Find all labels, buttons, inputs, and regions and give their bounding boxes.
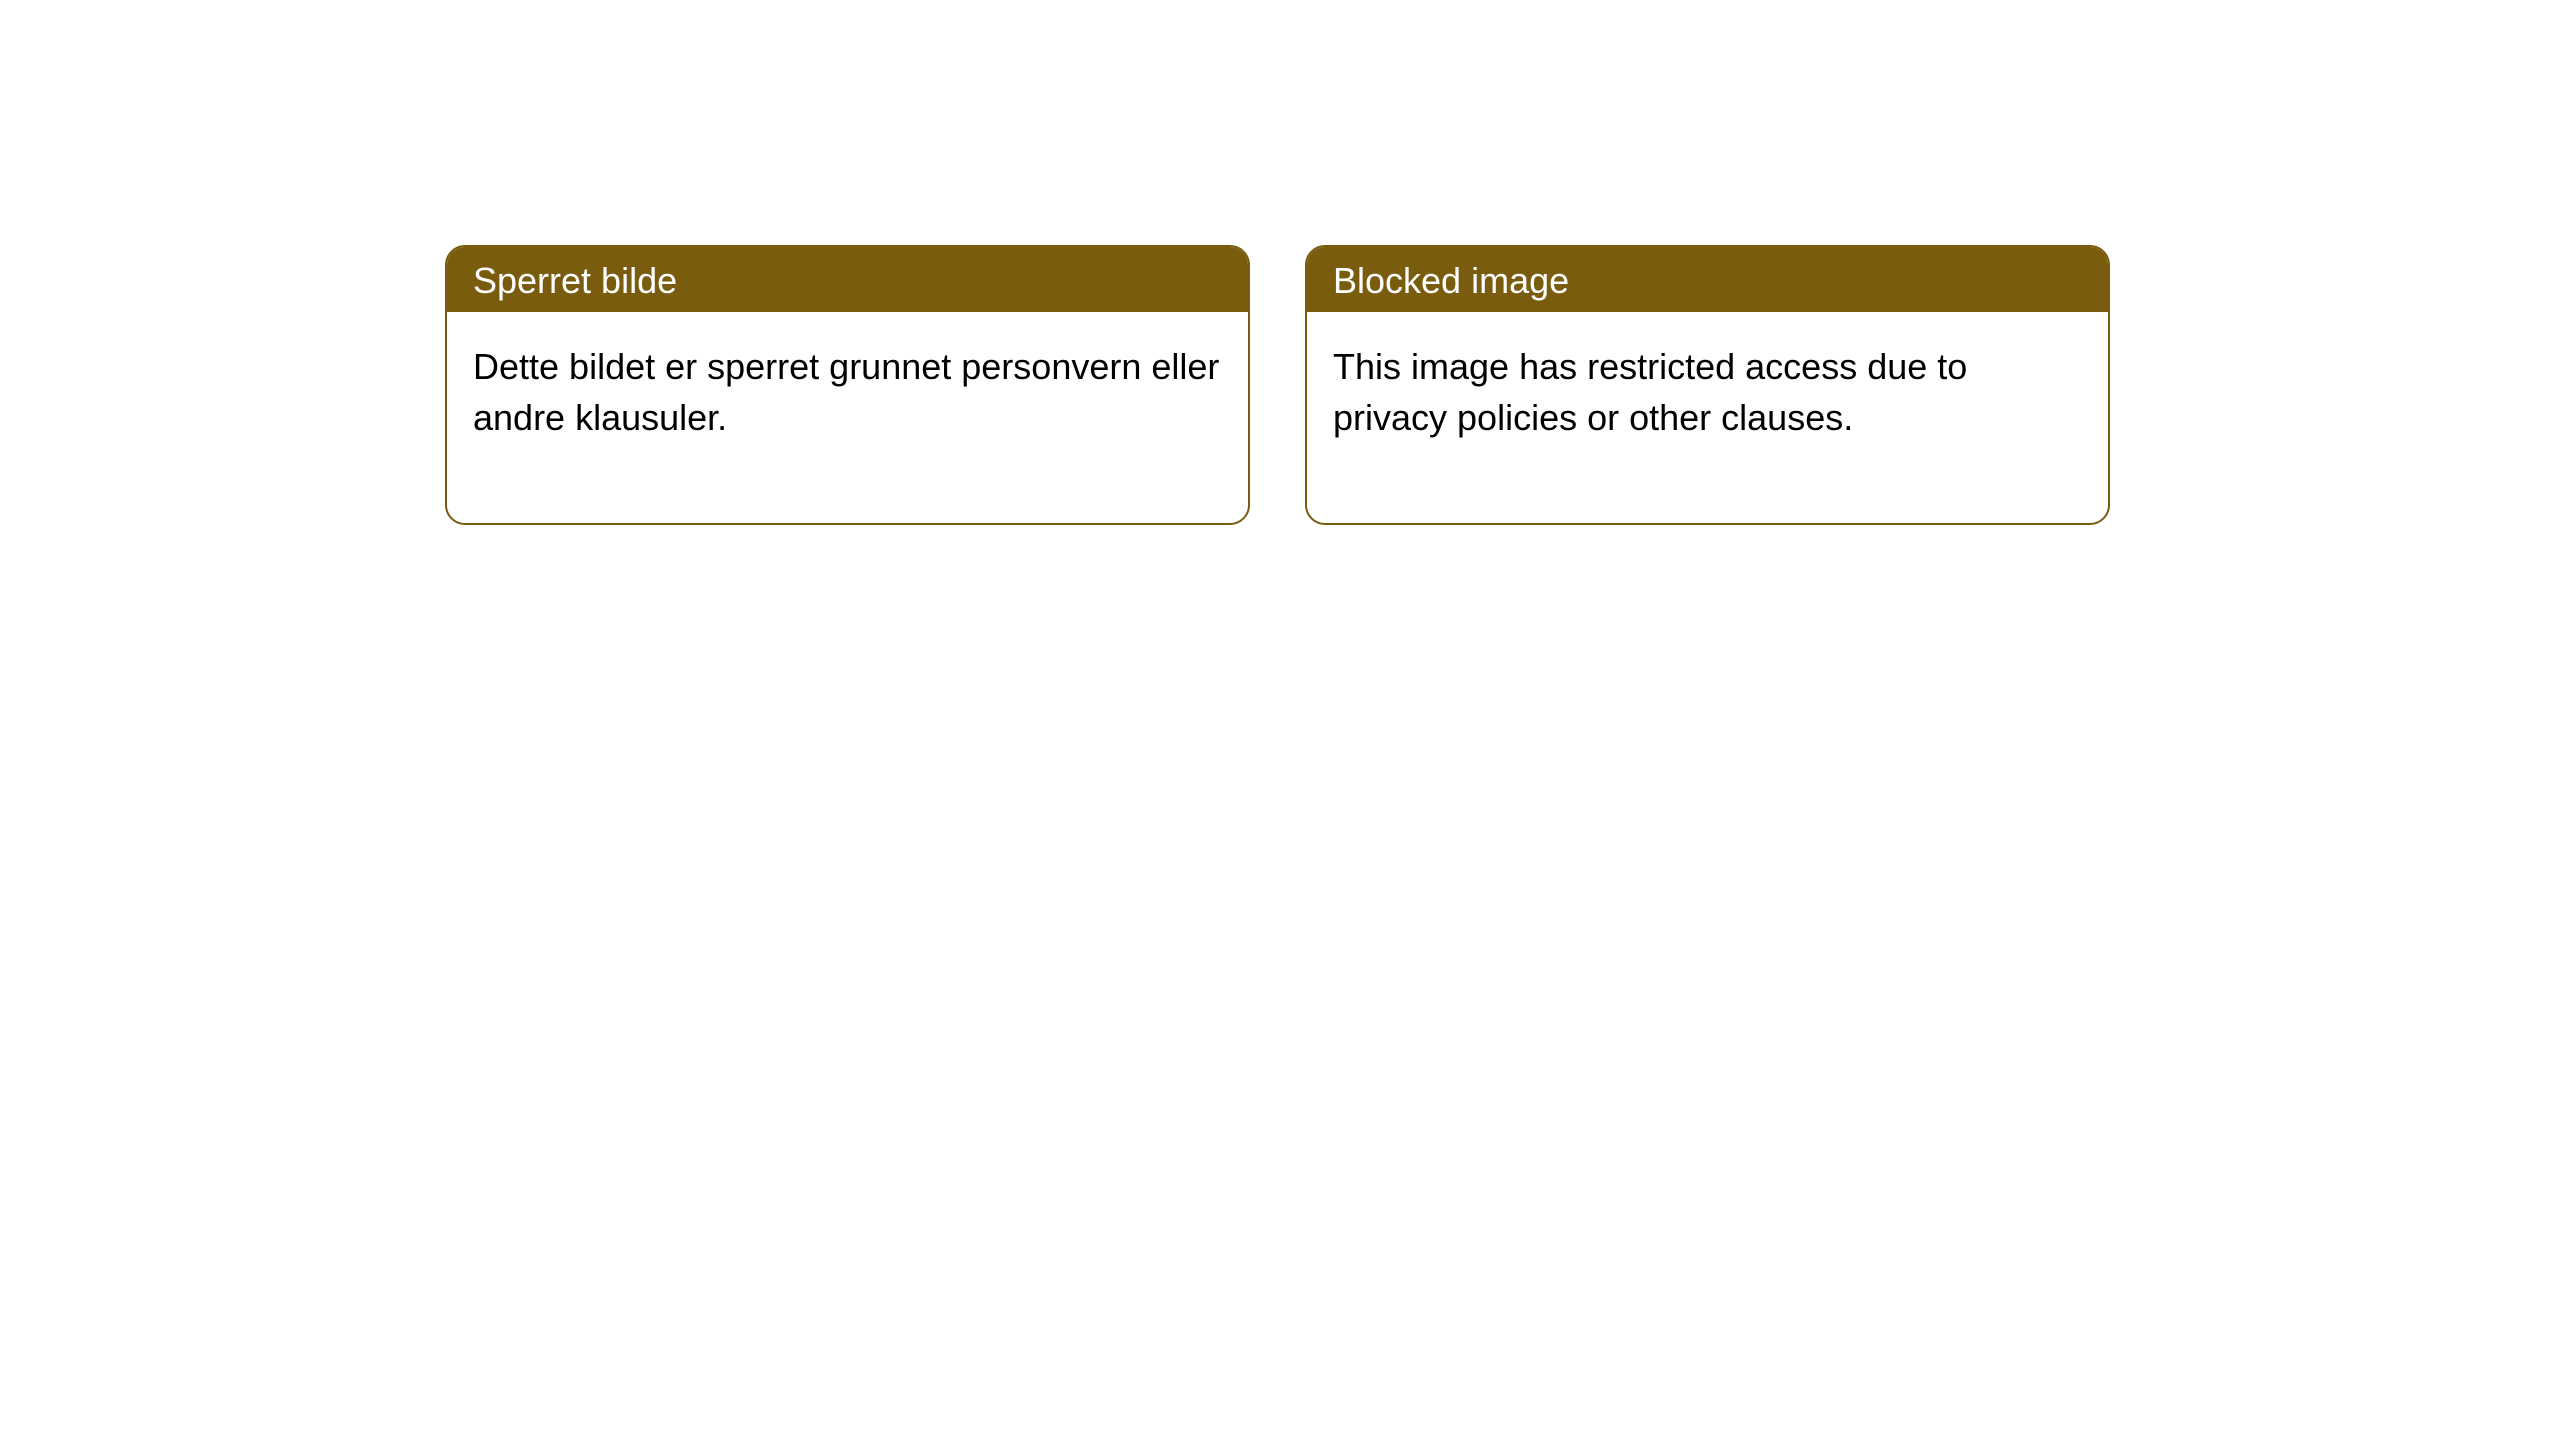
- notice-body-norsk: Dette bildet er sperret grunnet personve…: [447, 312, 1248, 523]
- notice-title-english: Blocked image: [1307, 247, 2108, 312]
- notice-container: Sperret bilde Dette bildet er sperret gr…: [0, 0, 2560, 525]
- notice-title-norsk: Sperret bilde: [447, 247, 1248, 312]
- notice-card-english: Blocked image This image has restricted …: [1305, 245, 2110, 525]
- notice-body-english: This image has restricted access due to …: [1307, 312, 2108, 523]
- notice-card-norsk: Sperret bilde Dette bildet er sperret gr…: [445, 245, 1250, 525]
